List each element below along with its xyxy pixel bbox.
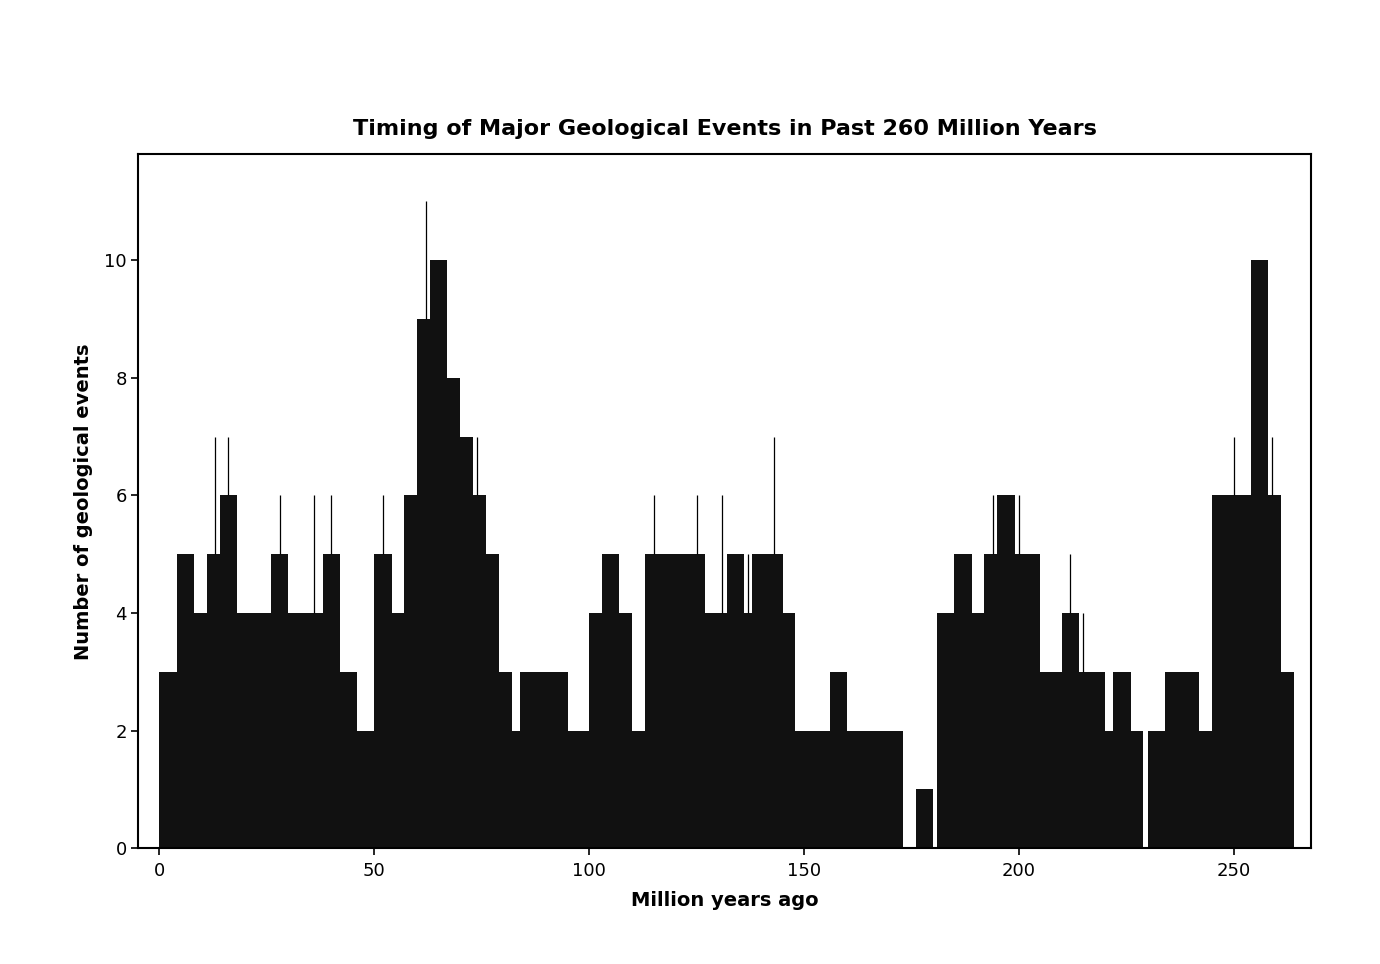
Bar [339, 672, 357, 848]
Bar [1195, 731, 1212, 848]
Bar [1183, 672, 1199, 848]
Bar [443, 378, 461, 848]
Bar [1212, 495, 1230, 848]
Bar [237, 613, 254, 848]
Bar [713, 613, 731, 848]
Bar [805, 731, 821, 848]
Bar [662, 554, 679, 848]
Bar [1061, 613, 1079, 848]
Bar [219, 495, 237, 848]
Bar [589, 613, 606, 848]
Bar [752, 554, 770, 848]
Bar [727, 554, 744, 848]
Bar [563, 731, 581, 848]
Bar [984, 554, 1002, 848]
Bar [843, 731, 860, 848]
Bar [817, 731, 834, 848]
Bar [955, 554, 972, 848]
Bar [288, 613, 305, 848]
Bar [520, 672, 538, 848]
Bar [508, 731, 524, 848]
Bar [404, 495, 421, 848]
Y-axis label: Number of geological events: Number of geological events [75, 343, 94, 659]
X-axis label: Million years ago: Million years ago [631, 892, 818, 910]
Bar [916, 790, 933, 848]
Bar [1225, 495, 1242, 848]
Bar [551, 672, 567, 848]
Bar [207, 554, 224, 848]
Bar [829, 672, 847, 848]
Bar [533, 672, 551, 848]
Bar [972, 613, 988, 848]
Bar [177, 554, 193, 848]
Bar [886, 731, 903, 848]
Bar [392, 613, 408, 848]
Title: Timing of Major Geological Events in Past 260 Million Years: Timing of Major Geological Events in Pas… [352, 119, 1097, 139]
Bar [1087, 672, 1105, 848]
Bar [357, 731, 374, 848]
Bar [602, 554, 620, 848]
Bar [701, 613, 718, 848]
Bar [1036, 672, 1053, 848]
Bar [1165, 672, 1183, 848]
Bar [856, 731, 872, 848]
Bar [1049, 672, 1067, 848]
Bar [1075, 672, 1092, 848]
Bar [417, 319, 435, 848]
Bar [305, 613, 323, 848]
Bar [431, 260, 447, 848]
Bar [689, 554, 705, 848]
Bar [1148, 731, 1165, 848]
Bar [675, 554, 693, 848]
Bar [323, 554, 339, 848]
Bar [1126, 731, 1144, 848]
Bar [1114, 672, 1130, 848]
Bar [160, 672, 177, 848]
Bar [1250, 260, 1268, 848]
Bar [644, 554, 662, 848]
Bar [1010, 554, 1028, 848]
Bar [1100, 731, 1118, 848]
Bar [740, 613, 756, 848]
Bar [1276, 672, 1294, 848]
Bar [791, 731, 809, 848]
Bar [1023, 554, 1041, 848]
Bar [254, 613, 272, 848]
Bar [272, 554, 288, 848]
Bar [628, 731, 644, 848]
Bar [615, 613, 632, 848]
Bar [455, 437, 473, 848]
Bar [494, 672, 512, 848]
Bar [577, 731, 593, 848]
Bar [469, 495, 486, 848]
Bar [766, 554, 782, 848]
Bar [1238, 495, 1256, 848]
Bar [374, 554, 392, 848]
Bar [998, 495, 1014, 848]
Bar [482, 554, 500, 848]
Bar [778, 613, 795, 848]
Bar [1264, 495, 1281, 848]
Bar [872, 731, 890, 848]
Bar [937, 613, 955, 848]
Bar [193, 613, 211, 848]
